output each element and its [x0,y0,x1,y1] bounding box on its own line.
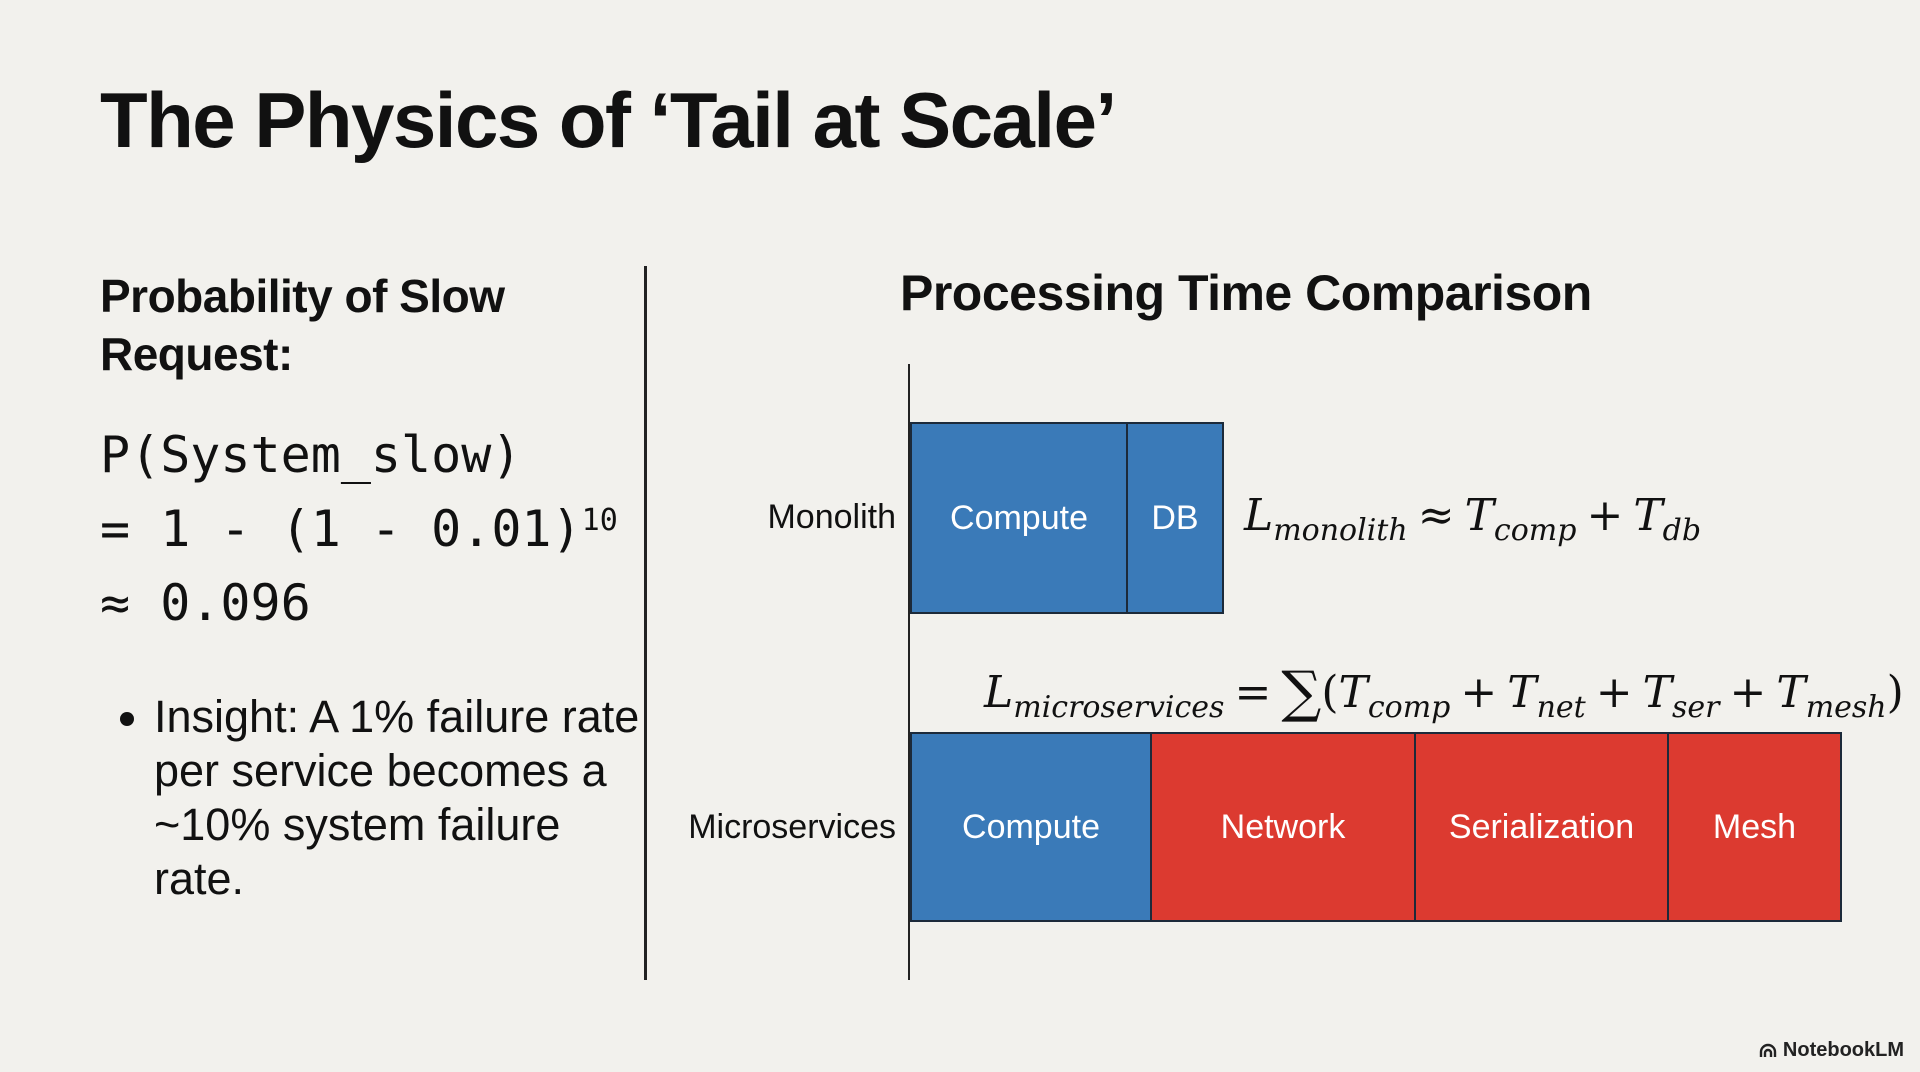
eq-monolith-lhs-sub: monolith [1273,513,1408,548]
eq-micro-sum: ∑ [1281,660,1322,725]
bar-micro-compute: Compute [910,732,1152,922]
row-label-microservices: Microservices [688,808,896,846]
eq-micro-lhs: L [984,667,1014,718]
chart-axis [908,364,910,980]
eq-micro-term2-sub: net [1536,690,1586,725]
bar-micro-mesh: Mesh [1667,732,1842,922]
equation-monolith: Lmonolith ≈ Tcomp + Tdb [1244,490,1702,548]
eq-micro-op: = [1234,667,1272,718]
eq-micro-term3-sub: ser [1671,690,1720,725]
brand-name: NotebookLM [1782,1039,1904,1061]
slide-title: The Physics of ‘Tail at Scale’ [100,76,1117,164]
formula-line-1: P(System_slow) [100,426,522,484]
bar-micro-network: Network [1150,732,1416,922]
eq-monolith-term1-sub: comp [1493,513,1577,548]
eq-monolith-lhs: L [1244,490,1274,541]
notebooklm-logo-icon [1759,1043,1777,1057]
bar-monolith-compute: Compute [910,422,1128,614]
insight-bullet: Insight: A 1% failure rate per service b… [154,690,654,906]
eq-micro-term3: T [1642,667,1672,718]
insight-list: Insight: A 1% failure rate per service b… [112,690,654,906]
formula-line-2-text: = 1 - (1 - 0.01) [100,500,582,558]
equation-microservices: Lmicroservices = ∑(Tcomp + Tnet + Tser + Tmesh) [984,660,1904,725]
probability-formula: P(System_slow) = 1 - (1 - 0.01)10 ≈ 0.09… [100,418,618,640]
bar-monolith-db: DB [1126,422,1224,614]
eq-micro-term4: T [1776,667,1806,718]
formula-exponent: 10 [581,503,618,538]
eq-micro-term2: T [1507,667,1537,718]
eq-micro-lhs-sub: microservices [1013,690,1225,725]
eq-monolith-term1: T [1464,490,1494,541]
probability-heading: Probability of Slow Request: [100,270,505,380]
eq-monolith-term2-sub: db [1662,513,1702,548]
eq-micro-term4-sub: mesh [1805,690,1887,725]
chart-title: Processing Time Comparison [900,265,1592,321]
column-divider [644,266,647,980]
eq-monolith-op: ≈ [1417,490,1455,541]
eq-micro-term1-sub: comp [1367,690,1451,725]
brand-watermark: NotebookLM [1759,1039,1904,1062]
bar-micro-serialization: Serialization [1414,732,1669,922]
formula-line-3: ≈ 0.096 [100,574,311,632]
formula-line-2: = 1 - (1 - 0.01)10 [100,492,618,566]
eq-micro-term1: T [1338,667,1368,718]
row-label-monolith: Monolith [767,498,896,536]
eq-monolith-term2: T [1633,490,1663,541]
